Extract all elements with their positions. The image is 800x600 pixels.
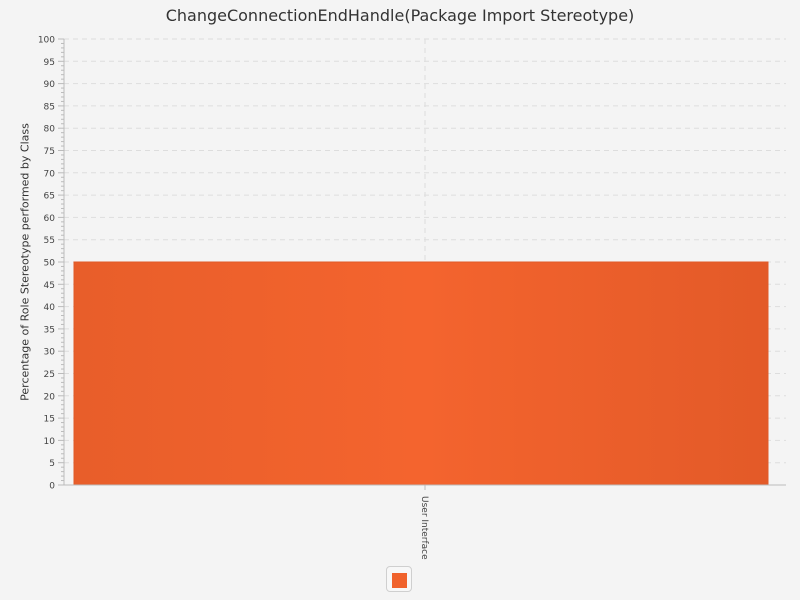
legend — [386, 566, 412, 592]
y-tick-label: 55 — [44, 236, 55, 246]
y-tick-label: 35 — [44, 325, 55, 335]
y-tick-label: 30 — [44, 348, 56, 358]
y-tick-label: 0 — [49, 482, 55, 492]
y-tick-label: 100 — [38, 36, 55, 46]
y-tick-label: 95 — [44, 58, 55, 68]
y-tick-label: 25 — [44, 370, 55, 380]
legend-swatch — [392, 573, 407, 588]
y-tick-label: 60 — [44, 214, 56, 224]
y-tick-label: 15 — [44, 415, 55, 425]
x-tick-label: User Interface — [419, 496, 429, 560]
bar — [73, 261, 769, 486]
y-tick-label: 45 — [44, 281, 55, 291]
y-tick-label: 90 — [44, 80, 56, 90]
y-tick-label: 40 — [44, 303, 56, 313]
y-tick-label: 5 — [49, 459, 55, 469]
y-tick-label: 20 — [44, 392, 56, 402]
y-tick-label: 80 — [44, 125, 56, 135]
chart-title: ChangeConnectionEndHandle(Package Import… — [165, 6, 635, 25]
y-tick-label: 10 — [44, 437, 56, 447]
y-tick-label: 70 — [44, 169, 56, 179]
y-tick-label: 65 — [44, 192, 55, 202]
y-tick-label: 85 — [44, 102, 55, 112]
y-tick-label: 50 — [44, 259, 56, 269]
y-tick-label: 75 — [44, 147, 55, 157]
